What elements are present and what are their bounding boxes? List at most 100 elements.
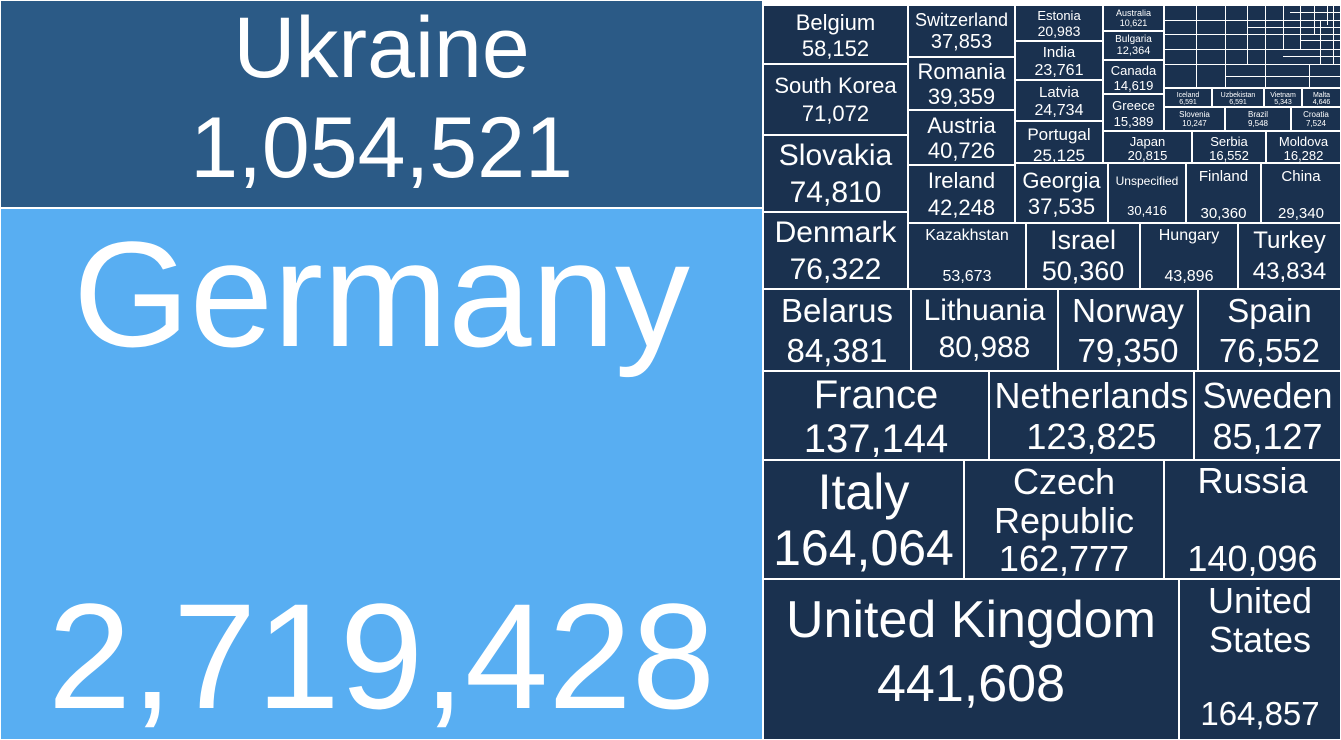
cell-name-label: Kazakhstan	[925, 227, 1009, 244]
cell-value-label: 43,896	[1164, 268, 1214, 285]
tiny-cell-divider	[1314, 5, 1315, 35]
treemap-cell-bulgaria: Bulgaria 12,364	[1103, 31, 1164, 60]
cell-name-label: Japan	[1129, 134, 1166, 149]
cell-value-label: 74,810	[789, 176, 882, 209]
cell-value-label: 12,364	[1116, 45, 1151, 57]
treemap-cell-spain: Spain 76,552	[1198, 289, 1341, 371]
cell-value-label: 7,524	[1305, 119, 1327, 128]
cell-value-label: 137,144	[803, 417, 949, 460]
cell-value-label: 5,343	[1274, 99, 1292, 106]
cell-name-label: Uzbekistan	[1220, 92, 1256, 99]
cell-value-label: 30,416	[1127, 203, 1167, 218]
cell-name-label: Iceland	[1176, 92, 1200, 99]
treemap-cell-vietnam: Vietnam 5,343	[1264, 88, 1302, 107]
treemap-cell-switzerland: Switzerland 37,853	[908, 5, 1015, 57]
cell-value-label: 42,248	[927, 195, 996, 220]
tiny-cell-divider	[1333, 5, 1334, 64]
cell-name-label: Portugal	[1027, 125, 1091, 144]
cell-name-label: Denmark	[774, 216, 897, 249]
treemap-cell-belarus: Belarus 84,381	[763, 289, 911, 371]
cell-name-label: Belarus	[781, 292, 893, 329]
tiny-cell-divider	[1265, 5, 1266, 88]
cell-value-label: 6,591	[1179, 99, 1197, 106]
cell-value-label: 162,777	[998, 538, 1130, 579]
tiny-cell-divider	[1164, 20, 1341, 21]
cell-value-label: 30,360	[1200, 205, 1247, 222]
cell-name-label: Moldova	[1278, 134, 1329, 149]
cell-name-label: Spain	[1227, 292, 1312, 329]
cell-value-label: 37,535	[1027, 194, 1096, 219]
cell-name-label: Latvia	[1038, 84, 1080, 101]
treemap-cell-italy: Italy 164,064	[763, 460, 964, 579]
cell-value-label: 80,988	[938, 331, 1031, 364]
cell-name-label: Germany	[73, 210, 690, 378]
tiny-cell-divider	[1309, 64, 1310, 88]
treemap-cell-norway: Norway 79,350	[1058, 289, 1198, 371]
treemap-cell-denmark: Denmark 76,322	[763, 212, 908, 289]
cell-name-label: Canada	[1110, 63, 1157, 78]
treemap-cell-india: India 23,761	[1015, 41, 1103, 80]
cell-name-label: Hungary	[1158, 227, 1220, 244]
treemap-cell-malta: Malta 4,646	[1302, 88, 1341, 107]
treemap-cell-brazil: Brazil 9,548	[1225, 107, 1291, 131]
tiny-cell-divider	[1283, 56, 1341, 57]
cell-value-label: 23,761	[1034, 62, 1084, 79]
treemap-cell-russia: Russia 140,096	[1164, 460, 1341, 579]
treemap-cell-serbia: Serbia 16,552	[1192, 131, 1266, 163]
treemap-cell-canada: Canada 14,619	[1103, 60, 1164, 94]
treemap-cell-austria: Austria 40,726	[908, 110, 1015, 165]
tiny-cell-divider	[1164, 49, 1341, 50]
cell-name-label: Ukraine	[233, 0, 530, 96]
cell-name-label: India	[1042, 44, 1076, 61]
treemap-cell-israel: Israel 50,360	[1026, 223, 1140, 289]
cell-value-label: 76,552	[1219, 332, 1320, 369]
treemap-cell-slovakia: Slovakia 74,810	[763, 135, 908, 212]
cell-name-label: Unspecified	[1115, 174, 1179, 188]
treemap-cell-ukraine: Ukraine 1,054,521	[0, 0, 763, 208]
treemap-cell-iceland: Iceland 6,591	[1164, 88, 1212, 107]
cell-value-label: 79,350	[1077, 332, 1179, 369]
cell-value-label: 2,719,428	[47, 572, 716, 740]
cell-value-label: 16,282	[1283, 148, 1324, 163]
cell-name-label: Greece	[1112, 98, 1155, 113]
treemap-cell-croatia: Croatia 7,524	[1291, 107, 1341, 131]
treemap-cell-south-korea: South Korea 71,072	[763, 64, 908, 135]
treemap-cell-small-group	[1164, 5, 1341, 88]
cell-value-label: 4,646	[1312, 99, 1331, 106]
cell-name-label: Russia	[1197, 460, 1308, 501]
treemap-cell-sweden: Sweden 85,127	[1194, 371, 1341, 460]
cell-value-label: 1,054,521	[190, 100, 573, 196]
cell-value-label: 39,359	[927, 84, 996, 109]
treemap-cell-belgium: Belgium 58,152	[763, 5, 908, 64]
treemap-cell-australia: Australia 10,621	[1103, 5, 1164, 31]
cell-name-label: Finland	[1198, 168, 1249, 185]
cell-value-label: 25,125	[1033, 146, 1085, 163]
tiny-cell-divider	[1225, 76, 1341, 77]
cell-name-label: Romania	[917, 59, 1006, 84]
treemap-cell-czech-republic: Czech Republic 162,777	[964, 460, 1164, 579]
cell-value-label: 43,834	[1252, 258, 1327, 285]
treemap-cell-ireland: Ireland 42,248	[908, 165, 1015, 223]
cell-name-label: Estonia	[1037, 8, 1081, 23]
treemap-cell-germany: Germany 2,719,428	[0, 208, 763, 740]
cell-name-label: Sweden	[1202, 375, 1333, 416]
cell-value-label: 164,857	[1200, 695, 1320, 732]
cell-value-label: 50,360	[1041, 256, 1125, 286]
cell-value-label: 20,815	[1127, 148, 1168, 163]
treemap-cell-united-kingdom: United Kingdom 441,608	[763, 579, 1179, 740]
tiny-cell-divider	[1327, 5, 1328, 25]
cell-name-label: Malta	[1312, 92, 1331, 99]
cell-value-label: 24,734	[1034, 102, 1084, 119]
cell-name-label: Austria	[927, 113, 996, 138]
cell-value-label: 85,127	[1212, 416, 1323, 457]
tiny-cell-divider	[1164, 64, 1341, 65]
cell-value-label: 15,389	[1113, 114, 1154, 129]
cell-name-label: United States	[1207, 580, 1313, 660]
cell-name-label: Vietnam	[1270, 92, 1296, 99]
treemap-cell-united-states: United States 164,857	[1179, 579, 1341, 740]
cell-value-label: 84,381	[786, 332, 888, 369]
treemap-cell-estonia: Estonia 20,983	[1015, 5, 1103, 41]
cell-value-label: 76,322	[789, 253, 882, 286]
treemap-cell-georgia: Georgia 37,535	[1015, 163, 1108, 223]
cell-name-label: Serbia	[1210, 134, 1248, 149]
